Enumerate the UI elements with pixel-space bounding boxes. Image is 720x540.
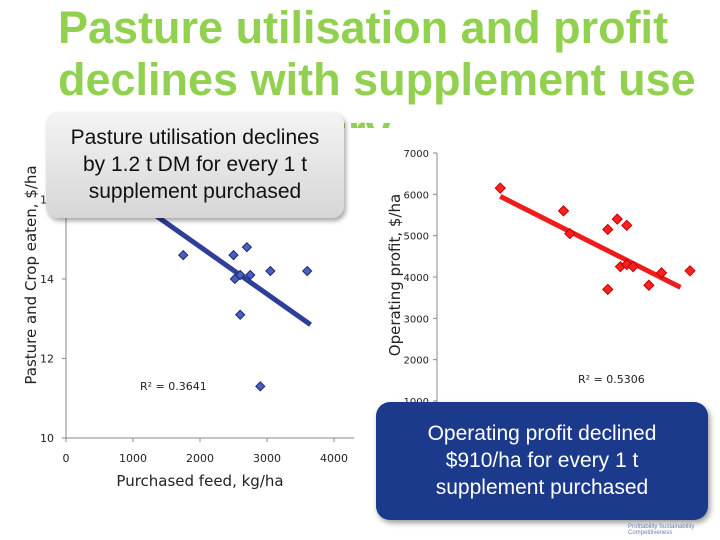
pasture-callout: Pasture utilisation declines by 1.2 t DM…	[46, 112, 344, 218]
right-y-tick-label: 3000	[404, 314, 429, 325]
right-y-tick-label: 2000	[404, 356, 429, 367]
left-y-tick-label: 10	[40, 432, 54, 445]
left-x-tick-label: 4000	[320, 452, 348, 465]
profit-callout-line-2: $910/ha for every 1 t	[445, 449, 639, 472]
right-scatter-chart: 1000200030004000500060007000Operating pr…	[386, 149, 696, 408]
right-data-point	[621, 219, 633, 232]
left-x-tick-label: 2000	[186, 452, 214, 465]
left-x-axis-label: Purchased feed, kg/ha	[116, 472, 283, 490]
left-data-point	[301, 265, 313, 277]
pasture-callout-line-3: supplement purchased	[88, 180, 302, 203]
footer-tagline: Profitability Sustainability Competitive…	[628, 524, 695, 536]
title-line-1: Pasture utilisation and profit	[58, 2, 669, 53]
left-data-point	[178, 249, 189, 261]
left-y-axis-label: Pasture and Crop eaten, $/ha	[22, 165, 40, 384]
right-data-point	[557, 205, 570, 217]
left-r-squared-label: R² = 0.3641	[140, 380, 207, 393]
left-data-point	[228, 249, 239, 261]
right-trendline	[499, 194, 682, 290]
left-data-point	[241, 241, 253, 253]
pasture-callout-line-1: Pasture utilisation declines	[70, 126, 320, 149]
right-data-point	[655, 267, 668, 279]
right-data-point	[643, 279, 655, 291]
left-data-point	[245, 269, 256, 281]
left-x-tick-label: 0	[63, 452, 70, 465]
profit-callout-line-1: Operating profit declined	[427, 422, 657, 445]
right-y-tick-label: 6000	[404, 190, 429, 201]
left-y-tick-label: 12	[40, 352, 54, 365]
left-data-point	[265, 265, 276, 277]
title-line-2: declines with supplement use in	[58, 54, 696, 157]
right-data-point	[627, 260, 639, 273]
profit-callout-line-3: supplement purchased	[435, 476, 649, 499]
right-r-squared-label: R² = 0.5306	[578, 373, 645, 386]
right-y-tick-label: 4000	[404, 273, 429, 284]
left-trendline	[131, 197, 312, 327]
left-y-tick-label: 14	[40, 273, 54, 286]
right-y-axis-label: Operating profit, $/ha	[386, 194, 404, 356]
right-data-point	[494, 182, 506, 194]
right-data-point	[684, 265, 696, 277]
left-data-point	[255, 381, 266, 392]
left-x-tick-label: 3000	[253, 452, 281, 465]
left-x-tick-label: 1000	[119, 452, 147, 465]
profit-callout: Operating profit declined $910/ha for ev…	[376, 402, 708, 520]
right-data-point	[602, 223, 614, 236]
left-data-point	[234, 309, 246, 320]
right-data-point	[611, 213, 623, 225]
right-data-point	[602, 283, 614, 296]
left-data-point	[234, 269, 246, 281]
right-data-point	[564, 227, 576, 240]
right-y-tick-label: 7000	[404, 149, 429, 160]
pasture-callout-line-2: by 1.2 t DM for every 1 t	[82, 153, 308, 176]
right-y-tick-label: 5000	[404, 232, 429, 243]
left-scatter-chart: 1012141601000200030004000Purchased feed,…	[22, 112, 354, 490]
